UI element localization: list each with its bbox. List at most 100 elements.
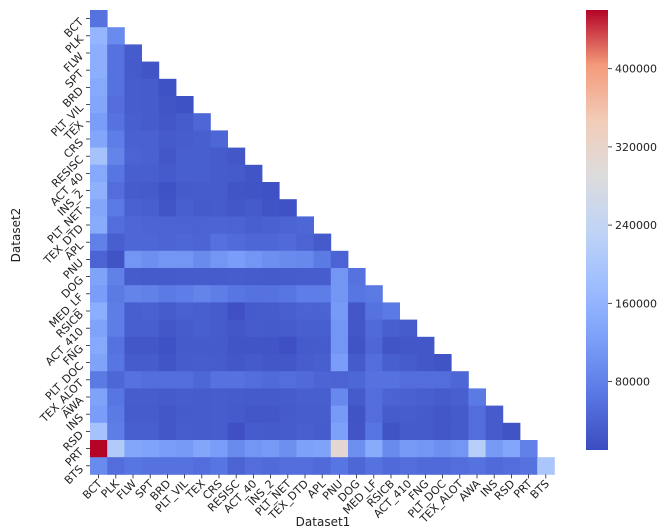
- heatmap-cells: [90, 10, 555, 475]
- heatmap-cell: [210, 405, 228, 424]
- heatmap-cell: [210, 457, 228, 475]
- heatmap-cell: [279, 405, 297, 424]
- x-tick-label: BTS: [528, 477, 552, 501]
- heatmap-cell: [124, 164, 142, 183]
- heatmap-cell: [279, 457, 297, 475]
- heatmap-cell: [124, 250, 142, 269]
- heatmap-cell: [244, 440, 263, 458]
- heatmap-cell: [382, 302, 400, 320]
- heatmap-cell: [90, 422, 108, 441]
- heatmap-cell: [244, 422, 263, 441]
- heatmap-cell: [468, 457, 486, 475]
- heatmap-cell: [262, 285, 280, 303]
- heatmap-cell: [382, 354, 400, 372]
- heatmap-cell: [399, 354, 418, 372]
- heatmap-cell: [176, 285, 194, 303]
- heatmap-cell: [141, 130, 160, 148]
- heatmap-cell: [90, 216, 108, 234]
- heatmap-cell: [382, 388, 400, 406]
- heatmap-cell: [227, 336, 246, 355]
- heatmap-cell: [124, 388, 142, 406]
- heatmap-cell: [382, 457, 400, 475]
- heatmap-cell: [90, 457, 108, 475]
- heatmap-cell: [193, 268, 211, 286]
- heatmap-cell: [313, 233, 332, 252]
- heatmap-cell: [176, 388, 194, 406]
- heatmap-cell: [158, 268, 177, 286]
- heatmap-cell: [279, 268, 297, 286]
- heatmap-cell: [416, 440, 435, 458]
- heatmap-cell: [502, 440, 521, 458]
- heatmap-cell: [296, 268, 314, 286]
- heatmap-cell: [244, 233, 263, 252]
- heatmap-cell: [451, 405, 469, 424]
- heatmap-cell: [176, 336, 194, 355]
- heatmap-cell: [176, 164, 194, 183]
- heatmap-cell: [210, 147, 228, 166]
- heatmap-cell: [416, 422, 435, 441]
- colorbar-tick-label: 80000: [615, 376, 650, 389]
- heatmap-cell: [90, 113, 108, 131]
- heatmap-cell: [107, 164, 125, 183]
- heatmap-cell: [210, 336, 228, 355]
- heatmap-cell: [399, 405, 418, 424]
- heatmap-cell: [262, 405, 280, 424]
- heatmap-cell: [279, 422, 297, 441]
- heatmap-cell: [262, 422, 280, 441]
- heatmap-cell: [210, 250, 228, 269]
- heatmap-cell: [141, 78, 160, 97]
- heatmap-cell: [141, 233, 160, 252]
- heatmap-cell: [124, 354, 142, 372]
- heatmap-cell: [158, 233, 177, 252]
- heatmap-cell: [468, 388, 486, 406]
- heatmap-cell: [158, 147, 177, 166]
- heatmap-cell: [107, 233, 125, 252]
- heatmap-cell: [141, 61, 160, 80]
- heatmap-cell: [348, 440, 366, 458]
- heatmap-cell: [107, 216, 125, 234]
- heatmap-cell: [107, 388, 125, 406]
- heatmap-cell: [313, 268, 332, 286]
- heatmap-cell: [313, 354, 332, 372]
- heatmap-cell: [365, 422, 383, 441]
- heatmap-cell: [107, 113, 125, 131]
- heatmap-cell: [193, 216, 211, 234]
- heatmap-cell: [330, 250, 349, 269]
- heatmap-cell: [141, 96, 160, 114]
- heatmap-cell: [416, 405, 435, 424]
- heatmap-cell: [107, 440, 125, 458]
- heatmap-cell: [313, 422, 332, 441]
- heatmap-cell: [193, 233, 211, 252]
- heatmap-cell: [107, 78, 125, 97]
- heatmap-cell: [330, 268, 349, 286]
- heatmap-cell: [348, 422, 366, 441]
- heatmap-cell: [434, 440, 452, 458]
- heatmap-cell: [90, 10, 108, 28]
- heatmap-cell: [279, 371, 297, 389]
- heatmap-cell: [90, 371, 108, 389]
- heatmap-cell: [416, 354, 435, 372]
- heatmap-cell: [227, 182, 246, 200]
- heatmap-cell: [399, 422, 418, 441]
- heatmap-cell: [330, 405, 349, 424]
- heatmap-cell: [141, 388, 160, 406]
- y-axis-ticks: BCTPLKFLWSPTBRDPLT_VILTEXCRSRESISCACT_40…: [37, 15, 90, 487]
- heatmap-cell: [193, 147, 211, 166]
- heatmap-cell: [348, 336, 366, 355]
- heatmap-cell: [141, 182, 160, 200]
- heatmap-cell: [279, 388, 297, 406]
- heatmap-cell: [107, 182, 125, 200]
- heatmap-cell: [227, 354, 246, 372]
- heatmap-cell: [262, 199, 280, 217]
- heatmap-cell: [279, 233, 297, 252]
- heatmap-cell: [365, 354, 383, 372]
- heatmap-cell: [124, 147, 142, 166]
- heatmap-cell: [176, 268, 194, 286]
- heatmap-cell: [262, 182, 280, 200]
- heatmap-cell: [399, 388, 418, 406]
- heatmap-cell: [330, 354, 349, 372]
- heatmap-cell: [193, 250, 211, 269]
- heatmap-cell: [330, 336, 349, 355]
- heatmap-cell: [296, 371, 314, 389]
- heatmap-cell: [502, 422, 521, 441]
